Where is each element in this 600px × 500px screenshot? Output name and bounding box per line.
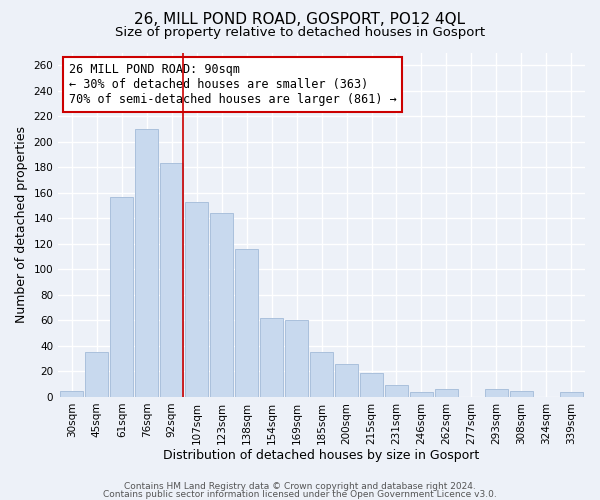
Text: 26 MILL POND ROAD: 90sqm
← 30% of detached houses are smaller (363)
70% of semi-: 26 MILL POND ROAD: 90sqm ← 30% of detach… — [69, 63, 397, 106]
Bar — [160, 164, 183, 397]
Bar — [185, 202, 208, 397]
Bar — [485, 390, 508, 397]
Bar — [210, 213, 233, 397]
Text: Size of property relative to detached houses in Gosport: Size of property relative to detached ho… — [115, 26, 485, 39]
Y-axis label: Number of detached properties: Number of detached properties — [15, 126, 28, 323]
Bar — [435, 390, 458, 397]
Bar — [136, 129, 158, 397]
Bar — [385, 386, 408, 397]
Bar — [61, 390, 83, 397]
Text: 26, MILL POND ROAD, GOSPORT, PO12 4QL: 26, MILL POND ROAD, GOSPORT, PO12 4QL — [134, 12, 466, 28]
Bar — [510, 390, 533, 397]
Bar — [260, 318, 283, 397]
Bar — [110, 196, 133, 397]
Bar — [560, 392, 583, 397]
Bar — [285, 320, 308, 397]
Bar — [360, 372, 383, 397]
Text: Contains public sector information licensed under the Open Government Licence v3: Contains public sector information licen… — [103, 490, 497, 499]
Text: Contains HM Land Registry data © Crown copyright and database right 2024.: Contains HM Land Registry data © Crown c… — [124, 482, 476, 491]
Bar — [310, 352, 333, 397]
Bar — [410, 392, 433, 397]
X-axis label: Distribution of detached houses by size in Gosport: Distribution of detached houses by size … — [163, 450, 480, 462]
Bar — [85, 352, 109, 397]
Bar — [335, 364, 358, 397]
Bar — [235, 249, 258, 397]
